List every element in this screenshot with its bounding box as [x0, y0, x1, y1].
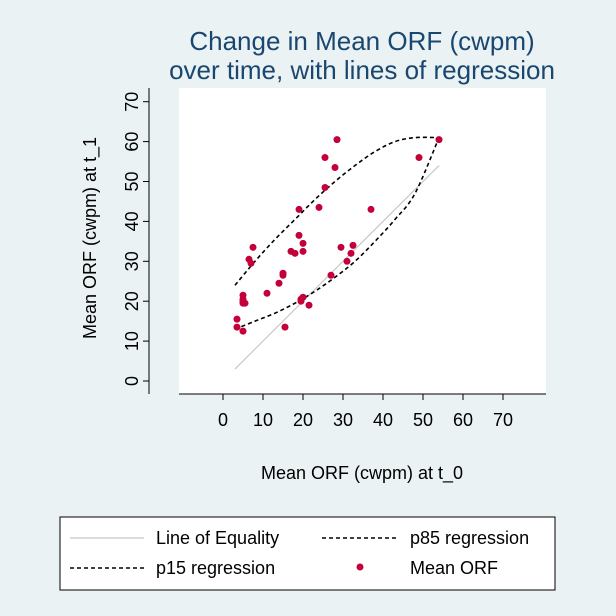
x-tick-label: 30: [333, 410, 353, 430]
data-point: [315, 203, 323, 211]
series-line-of-equality: [234, 165, 440, 370]
series-p85-regression: [234, 136, 440, 286]
legend-swatch-mean-orf: [356, 563, 364, 571]
y-tick-label: 20: [122, 291, 142, 311]
data-point: [275, 279, 283, 287]
legend-box: [59, 516, 556, 591]
x-tick-label: 0: [218, 410, 228, 430]
y-tick-label: 60: [122, 132, 142, 152]
y-tick-label: 30: [122, 251, 142, 271]
legend: Line of Equality p85 regression p15 regr…: [59, 516, 556, 591]
legend-label-mean-orf: Mean ORF: [410, 558, 498, 578]
data-point: [321, 183, 329, 191]
data-point: [305, 301, 313, 309]
y-tick-label: 70: [122, 92, 142, 112]
legend-label-p85: p85 regression: [410, 528, 529, 548]
data-point: [327, 271, 335, 279]
y-tick-label: 40: [122, 211, 142, 231]
data-point: [333, 136, 341, 144]
data-point: [299, 239, 307, 247]
plot-area: [179, 88, 546, 394]
data-point: [349, 241, 357, 249]
data-point: [239, 327, 247, 335]
data-point: [279, 271, 287, 279]
chart-title-line-1: Change in Mean ORF (cwpm): [189, 26, 534, 56]
y-tick-label: 0: [122, 376, 142, 386]
data-point: [291, 249, 299, 257]
data-point: [241, 299, 249, 307]
x-tick-label: 60: [453, 410, 473, 430]
data-point: [249, 243, 257, 251]
series-layer: [233, 136, 443, 370]
y-tick-label: 50: [122, 171, 142, 191]
x-tick-label: 10: [253, 410, 273, 430]
y-axis-ticks: 0 10 20 30 40 50 60 70: [122, 92, 149, 386]
x-tick-label: 40: [373, 410, 393, 430]
data-point: [295, 205, 303, 213]
legend-label-p15: p15 regression: [156, 558, 275, 578]
legend-label-line-of-equality: Line of Equality: [156, 528, 279, 548]
data-point: [281, 323, 289, 331]
data-point: [233, 323, 241, 331]
data-point: [247, 259, 255, 267]
data-point: [263, 289, 271, 297]
data-point: [299, 293, 307, 301]
x-axis-title: Mean ORF (cwpm) at t_0: [261, 463, 463, 484]
data-point: [337, 243, 345, 251]
data-point: [299, 247, 307, 255]
data-point: [435, 136, 443, 144]
x-tick-label: 70: [493, 410, 513, 430]
x-axis-ticks: 0 10 20 30 40 50 60 70: [218, 394, 513, 430]
data-point: [321, 154, 329, 162]
data-point: [367, 205, 375, 213]
x-tick-label: 50: [413, 410, 433, 430]
data-point: [343, 257, 351, 265]
data-point: [331, 164, 339, 172]
x-tick-label: 20: [293, 410, 313, 430]
chart-title-line-2: over time, with lines of regression: [169, 55, 555, 85]
y-axis-title: Mean ORF (cwpm) at t_1: [80, 137, 101, 339]
series-p15-regression: [234, 137, 440, 330]
data-point: [233, 315, 241, 323]
data-point: [295, 231, 303, 239]
data-point: [415, 154, 423, 162]
data-point: [347, 249, 355, 257]
y-tick-label: 10: [122, 331, 142, 351]
